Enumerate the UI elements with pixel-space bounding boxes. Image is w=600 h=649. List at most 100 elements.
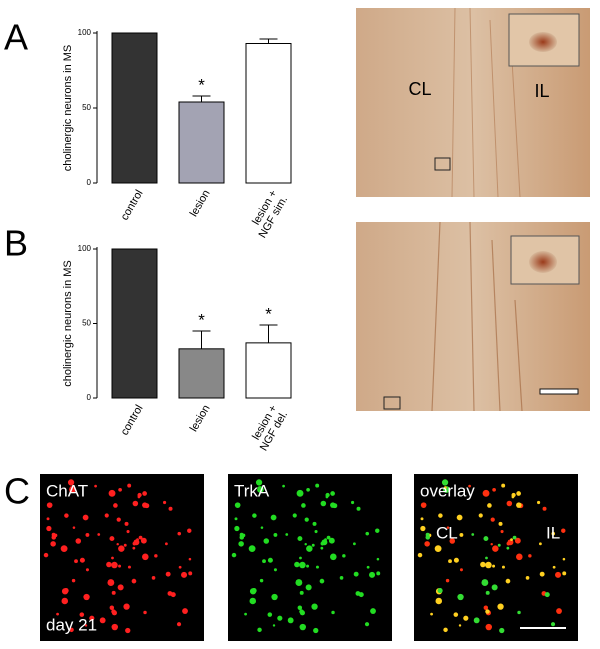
y-tick-label: 0: [87, 393, 92, 402]
cell: [123, 543, 127, 547]
cell: [492, 487, 496, 492]
cell: [456, 514, 463, 521]
error-bar: [259, 324, 278, 343]
cell: [61, 597, 69, 605]
cell: [425, 532, 430, 537]
cell: [516, 502, 522, 508]
cell: [60, 545, 68, 553]
cell: [517, 610, 521, 615]
cell: [137, 495, 141, 499]
cell: [182, 608, 188, 614]
x-tick-label: control: [119, 403, 146, 438]
cell: [299, 556, 302, 560]
cell: [459, 568, 463, 572]
bar: [111, 248, 158, 399]
cell: [434, 545, 442, 553]
cell: [366, 565, 370, 569]
cell: [299, 609, 304, 614]
cell: [99, 617, 106, 624]
bar: [178, 348, 225, 399]
cell: [79, 612, 85, 617]
cell: [312, 521, 317, 526]
bar: [245, 43, 292, 184]
cell: [435, 597, 443, 605]
cell: [342, 554, 346, 558]
cell: [525, 576, 530, 580]
cell: [356, 506, 361, 511]
cell: [328, 537, 335, 544]
cell: [339, 576, 344, 580]
cell: [449, 538, 456, 544]
cell: [111, 556, 114, 560]
cell: [257, 627, 262, 633]
cell: [143, 610, 147, 615]
cell: [443, 486, 447, 489]
cell: [370, 608, 376, 614]
cell: [420, 525, 426, 532]
cell: [163, 500, 167, 505]
bar: [178, 101, 225, 184]
cell: [313, 627, 319, 634]
x-tick-label: lesion +NGF del.: [247, 403, 290, 453]
cell: [485, 556, 488, 560]
cell: [109, 605, 115, 611]
cell: [272, 624, 276, 627]
cell: [170, 592, 176, 598]
cell: [267, 557, 273, 563]
cell: [176, 622, 182, 627]
y-tick-label: 50: [82, 103, 91, 112]
cell: [297, 536, 303, 542]
cell: [352, 542, 356, 546]
cell: [117, 584, 124, 591]
cell: [299, 623, 307, 631]
cell: [116, 517, 121, 522]
image-title: TrkA: [234, 481, 270, 500]
cell: [497, 543, 501, 547]
cells: [43, 479, 567, 634]
cell: [301, 503, 306, 508]
cell: [561, 528, 566, 533]
cell: [71, 578, 76, 583]
cell: [267, 612, 273, 617]
cell: [311, 603, 318, 610]
cell: [424, 541, 430, 547]
cell: [562, 571, 567, 576]
cell: [458, 624, 462, 627]
cell: [331, 610, 335, 615]
cell: [485, 623, 493, 631]
cell: [138, 535, 143, 540]
cell: [142, 502, 148, 508]
y-tick-label: 100: [78, 28, 92, 37]
cell: [438, 513, 443, 518]
cell: [365, 531, 370, 536]
fluorescence-image: [228, 474, 392, 641]
cell: [295, 579, 303, 586]
cell: [51, 532, 56, 537]
cell: [113, 503, 118, 508]
cell: [420, 502, 427, 508]
cell: [353, 571, 359, 577]
cell: [511, 495, 515, 499]
cell: [314, 530, 318, 534]
cell: [43, 552, 49, 558]
cell: [296, 489, 304, 497]
y-axis-label: cholinergic neurons in MS: [62, 260, 74, 387]
cell: [238, 541, 244, 547]
cell: [514, 537, 521, 544]
cell: [459, 532, 464, 537]
cell: [252, 513, 257, 518]
cell: [319, 578, 325, 584]
cell: [270, 514, 277, 521]
cell: [164, 542, 168, 546]
cell: [483, 536, 489, 542]
cell: [505, 578, 511, 584]
cell: [277, 615, 283, 621]
image-label: IL: [534, 81, 549, 101]
cell: [168, 506, 173, 511]
cell: [445, 578, 450, 583]
cell: [294, 561, 300, 568]
cell: [111, 590, 116, 595]
cell: [485, 590, 490, 595]
cell: [79, 557, 85, 563]
cell: [501, 565, 505, 569]
